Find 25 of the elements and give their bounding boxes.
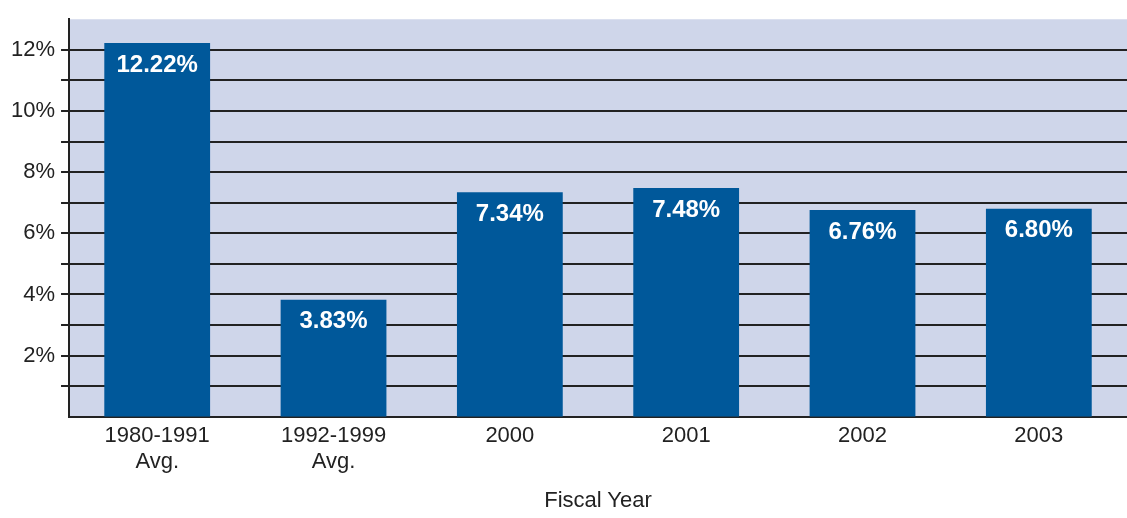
bar [633, 188, 740, 417]
y-tick-label: 6% [23, 219, 56, 245]
y-tick-label: 10% [10, 97, 56, 123]
data-label: 7.34% [475, 198, 544, 226]
data-label: 6.76% [828, 216, 897, 244]
data-label: 6.80% [1004, 215, 1073, 243]
bar [809, 210, 916, 417]
data-label: 7.48% [652, 194, 721, 222]
bar [104, 43, 211, 417]
y-tick-label: 12% [10, 35, 56, 61]
y-tick-label: 4% [23, 280, 56, 306]
data-label: 3.83% [299, 306, 368, 334]
x-axis-title: Fiscal Year [544, 486, 652, 512]
bar [985, 208, 1092, 417]
y-tick-label: 2% [23, 341, 56, 367]
bar [280, 299, 387, 417]
y-tick-label: 8% [23, 158, 56, 184]
x-tick-label: 1992-1999 Avg. [280, 422, 387, 474]
x-tick-label: 2003 [1014, 422, 1064, 448]
bar [456, 192, 563, 417]
x-tick-label: 1980-1991 Avg. [104, 422, 210, 474]
x-tick-label: 2000 [485, 422, 535, 448]
x-tick-label: 2001 [661, 422, 711, 448]
x-tick-label: 2002 [838, 422, 887, 448]
data-label: 12.22% [116, 49, 198, 77]
